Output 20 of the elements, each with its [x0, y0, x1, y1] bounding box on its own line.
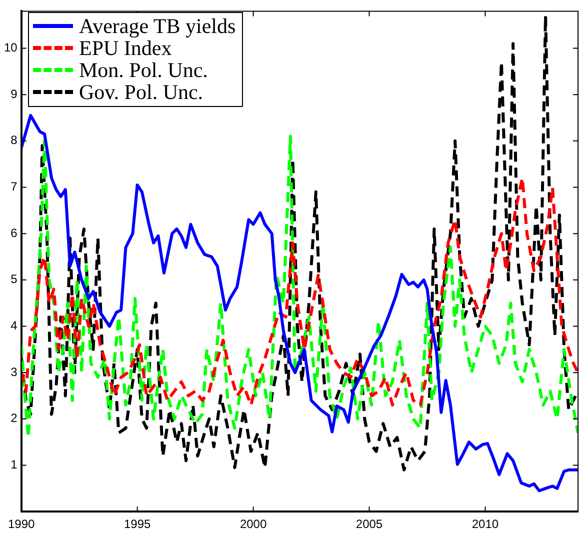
y-tick-label: 8: [10, 133, 18, 148]
y-tick-label: 6: [10, 226, 18, 240]
y-tick-label: 2: [10, 411, 18, 426]
y-tick-label: 1: [10, 458, 18, 472]
y-tick-label: 10: [4, 40, 18, 55]
x-tick-label: 2005: [356, 517, 383, 532]
x-tick-label: 2010: [472, 517, 499, 532]
legend-label: Gov. Pol. Unc.: [79, 80, 204, 104]
x-tick-label: 1990: [8, 517, 36, 532]
y-tick-label: 7: [10, 180, 18, 194]
y-tick-label: 5: [10, 272, 18, 286]
legend-label: Average TB yields: [79, 14, 236, 38]
line-series: [21, 176, 578, 407]
y-tick-label: 9: [10, 86, 18, 101]
x-tick-label: 1995: [124, 517, 151, 532]
legend-label: Mon. Pol. Unc.: [79, 58, 208, 82]
y-tick-label: 3: [10, 364, 18, 379]
legend-label: EPU Index: [79, 36, 172, 60]
x-tick-label: 2000: [240, 517, 267, 532]
y-tick-label: 4: [10, 318, 18, 333]
